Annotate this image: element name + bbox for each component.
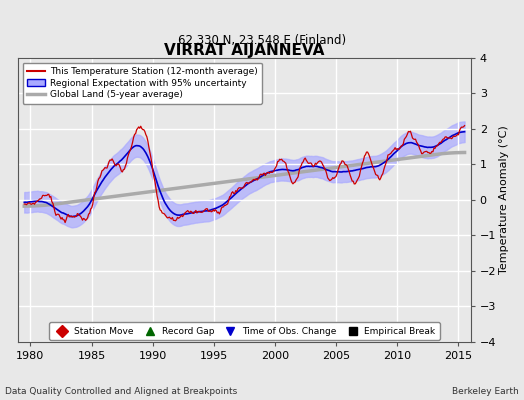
Legend: Station Move, Record Gap, Time of Obs. Change, Empirical Break: Station Move, Record Gap, Time of Obs. C… xyxy=(49,322,440,340)
Text: Berkeley Earth: Berkeley Earth xyxy=(452,387,519,396)
Title: VIRRAT AIJANNEVA: VIRRAT AIJANNEVA xyxy=(164,43,324,58)
Text: Data Quality Controlled and Aligned at Breakpoints: Data Quality Controlled and Aligned at B… xyxy=(5,387,237,396)
Text: 62.330 N, 23.548 E (Finland): 62.330 N, 23.548 E (Finland) xyxy=(178,34,346,47)
Y-axis label: Temperature Anomaly (°C): Temperature Anomaly (°C) xyxy=(499,126,509,274)
